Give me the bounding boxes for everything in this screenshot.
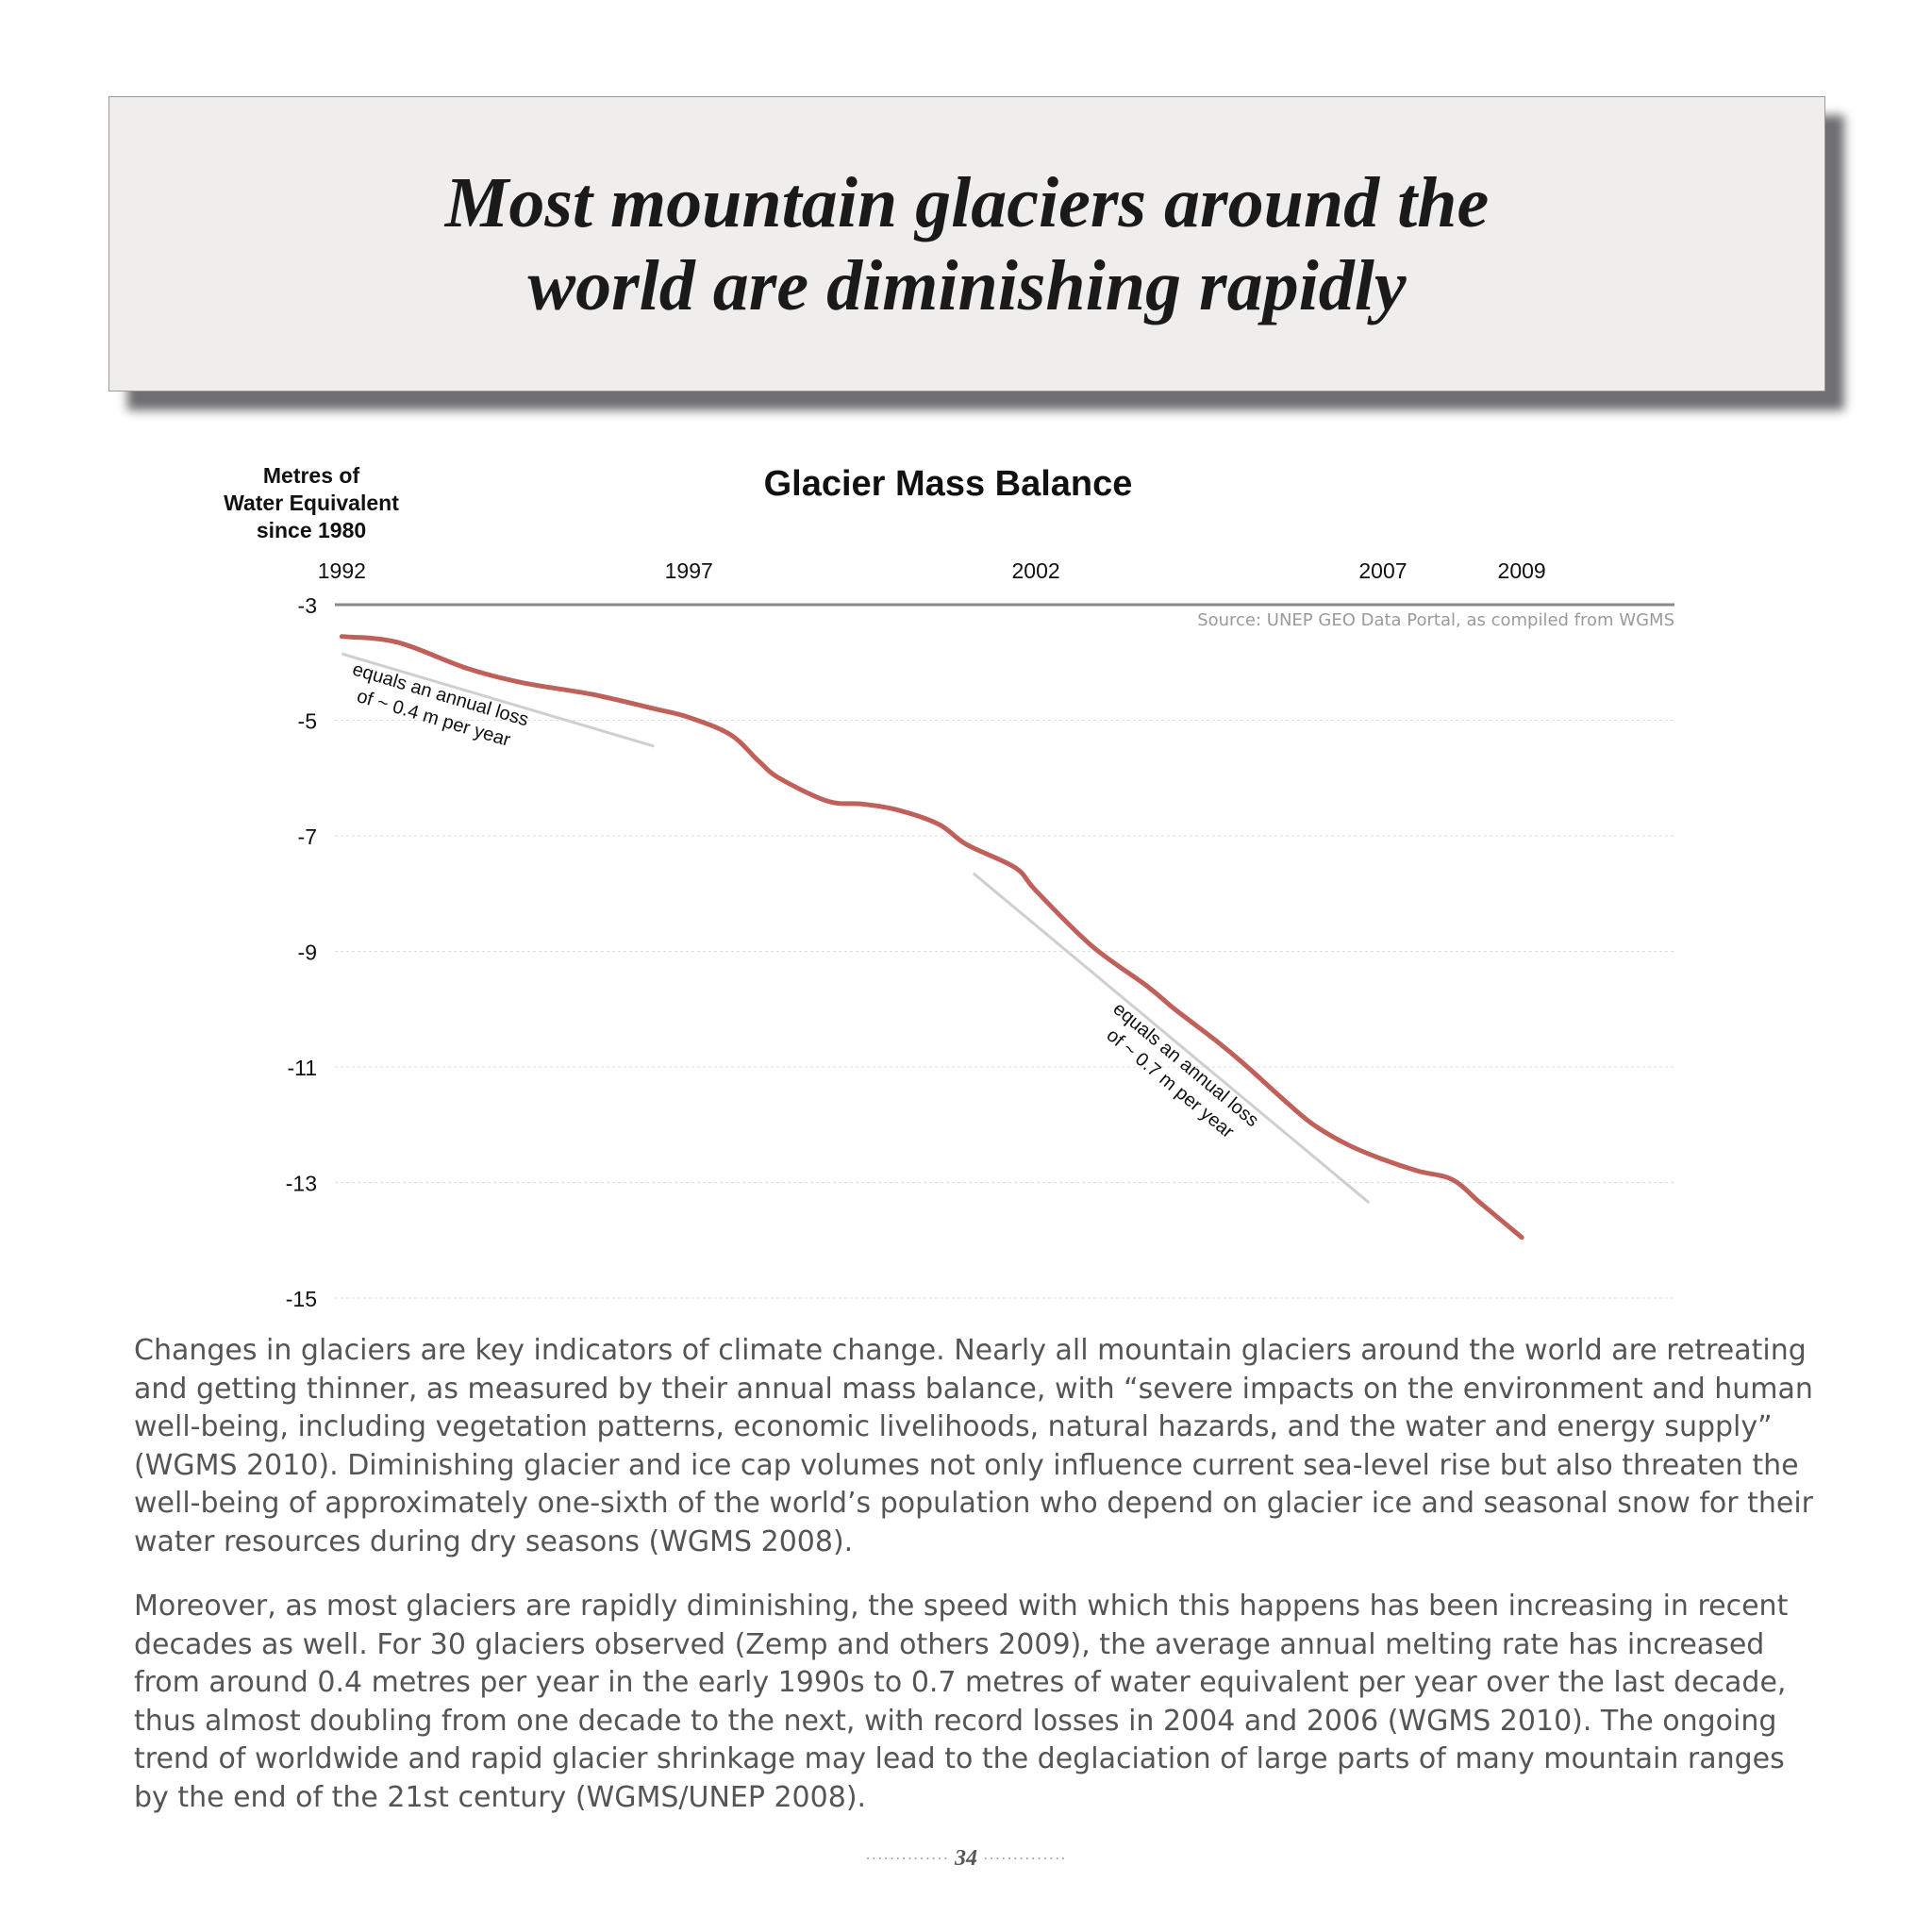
source-note: Source: UNEP GEO Data Portal, as compile… (1197, 610, 1674, 630)
x-tick-label: 2007 (1358, 558, 1407, 583)
y-tick-label: -11 (287, 1056, 317, 1080)
page-footer: ·············· 34 ·············· (0, 1846, 1932, 1872)
grid-layer (335, 720, 1674, 1299)
y-axis-label-line-2: Water Equivalent (224, 491, 399, 515)
y-tick-label: -3 (298, 593, 317, 618)
title-banner: Most mountain glaciers around the world … (108, 96, 1825, 391)
page-title-line-1: Most mountain glaciers around the (444, 162, 1490, 242)
y-tick-label: -9 (298, 941, 317, 965)
page-title-line-2: world are diminishing rapidly (527, 245, 1407, 325)
footer-dots-right: ·············· (983, 1851, 1067, 1868)
trend-line-1 (341, 652, 655, 748)
x-tick-label: 2009 (1498, 558, 1546, 583)
mass-balance-series-line (339, 634, 1524, 1241)
chart-title: Glacier Mass Balance (764, 464, 1133, 504)
x-tick-label: 1992 (318, 558, 366, 583)
x-tick-label: 1997 (665, 558, 713, 583)
glacier-mass-balance-chart: -3 -5 -7 -9 -11 -13 -15 1992 1997 2002 2007 2009 Gla… (0, 453, 1932, 1330)
page-number: 34 (955, 1846, 977, 1871)
y-axis-label-line-3: since 1980 (257, 518, 366, 542)
y-tick-label: -15 (286, 1287, 317, 1311)
body-paragraph-1: Changes in glaciers are key indicators o… (134, 1334, 1814, 1558)
trend-line-2 (972, 872, 1371, 1205)
body-paragraph-2: Moreover, as most glaciers are rapidly d… (134, 1590, 1789, 1814)
chart-svg: -3 -5 -7 -9 -11 -13 -15 1992 1997 2002 2007 2009 Gla… (224, 463, 1674, 1311)
y-tick-label: -5 (298, 709, 317, 734)
y-axis-label-line-1: Metres of (263, 463, 360, 488)
series-layer (339, 634, 1524, 1241)
footer-dots-left: ·············· (865, 1851, 949, 1868)
y-tick-label: -7 (298, 824, 317, 849)
y-tick-label: -13 (286, 1172, 317, 1196)
trend-layer (341, 652, 1371, 1205)
x-tick-label: 2002 (1012, 558, 1060, 583)
